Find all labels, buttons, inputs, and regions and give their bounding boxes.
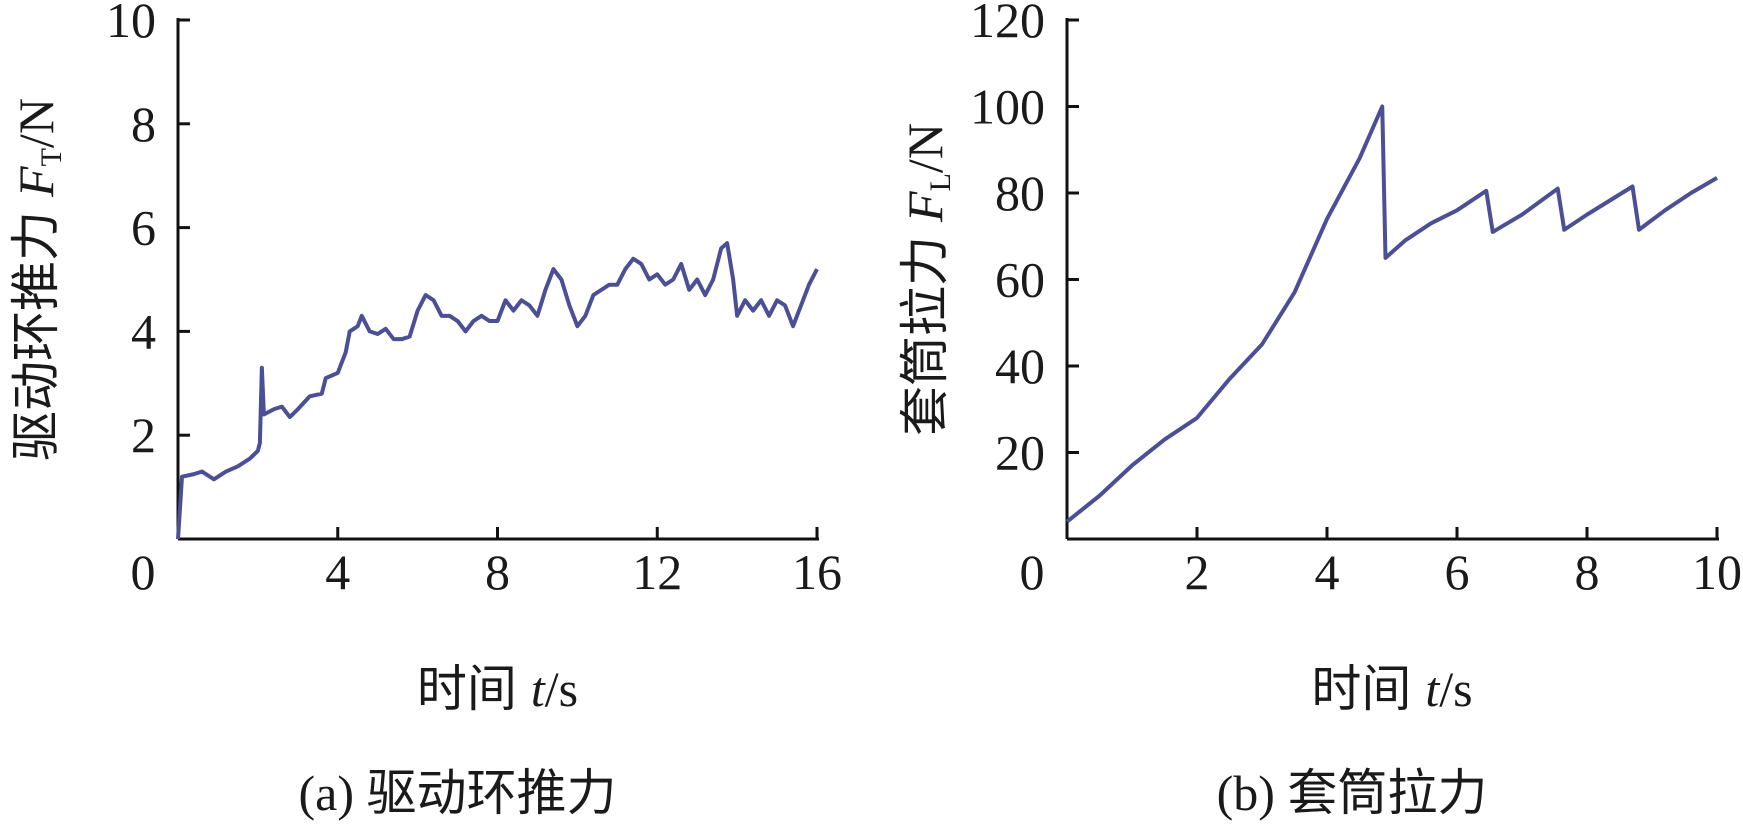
y-title-subscript: L <box>924 173 957 191</box>
x-tick-label: 12 <box>632 544 682 600</box>
y-title-unit: /N <box>897 123 953 173</box>
x-tick-label: 8 <box>1575 544 1600 600</box>
x-tick-label: 4 <box>325 544 350 600</box>
x-tick-label: 10 <box>1692 544 1742 600</box>
x-title-symbol: t <box>1425 661 1440 717</box>
y-title-symbol: F <box>8 166 64 198</box>
x-tick-label: 16 <box>792 544 842 600</box>
y-tick-label: 8 <box>131 96 156 152</box>
y-tick-label: 10 <box>106 0 156 48</box>
x-tick-label: 6 <box>1445 544 1470 600</box>
y-axis-title: 套筒拉力 FL/N <box>897 123 957 436</box>
x-title-unit: /s <box>1439 661 1472 717</box>
y-title-text: 套筒拉力 <box>897 236 953 436</box>
caption: (b) 套筒拉力 <box>1217 765 1488 821</box>
x-axis-title: 时间 t/s <box>417 661 578 717</box>
y-tick-label: 4 <box>131 303 156 359</box>
x-title-symbol: t <box>531 661 546 717</box>
x-tick-label: 8 <box>485 544 510 600</box>
y-tick-label: 100 <box>970 79 1045 135</box>
x-tick-label: 2 <box>1185 544 1210 600</box>
data-line <box>176 241 819 540</box>
x-title-text: 时间 <box>1311 661 1411 717</box>
x-title-text: 时间 <box>417 661 517 717</box>
x-axis-title: 时间 t/s <box>1311 661 1472 717</box>
x-tick-label: 4 <box>1315 544 1340 600</box>
y-tick-label: 40 <box>995 338 1045 394</box>
y-tick-label: 120 <box>970 0 1045 48</box>
x-tick-label: 0 <box>131 544 156 600</box>
y-tick-label: 20 <box>995 425 1045 481</box>
x-title-unit: /s <box>545 661 578 717</box>
y-tick-label: 6 <box>131 200 156 256</box>
data-line <box>1065 104 1719 524</box>
y-title-unit: /N <box>8 98 64 148</box>
y-title-symbol: F <box>897 191 953 223</box>
y-tick-label: 60 <box>995 252 1045 308</box>
x-tick-label: 0 <box>1020 544 1045 600</box>
y-axis-title: 驱动环推力 FT/N <box>8 98 68 461</box>
caption: (a) 驱动环推力 <box>299 765 617 821</box>
y-tick-label: 2 <box>131 407 156 463</box>
y-title-text: 驱动环推力 <box>8 211 64 461</box>
y-tick-label: 80 <box>995 165 1045 221</box>
y-title-subscript: T <box>35 148 68 166</box>
